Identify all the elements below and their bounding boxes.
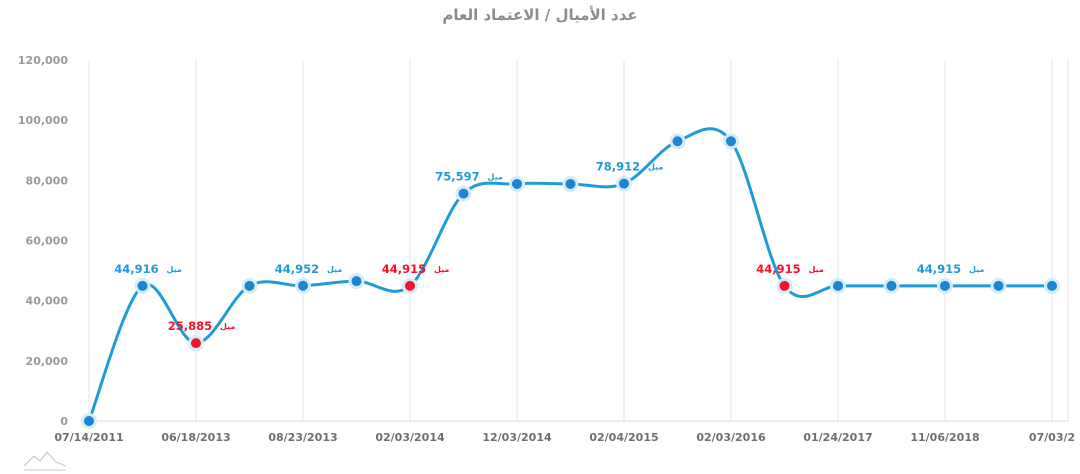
data-point[interactable]: [562, 175, 579, 192]
svg-text:ميل: ميل: [167, 265, 182, 274]
chart-title: عدد الأميال / الاعتماد العام: [442, 6, 638, 24]
data-label: 75,597 ميل: [435, 170, 503, 184]
svg-text:44,915: 44,915: [382, 262, 426, 276]
x-axis: 07/14/2011 06/18/2013 08/23/2013 02/03/2014…: [54, 420, 1075, 444]
data-label: 44,916 ميل: [114, 262, 182, 276]
y-tick-label: 100,000: [18, 114, 68, 127]
data-label: 44,952 ميل: [275, 262, 343, 276]
data-point[interactable]: [937, 277, 953, 294]
svg-text:ميل: ميل: [220, 322, 235, 331]
vertical-gridlines: [88, 60, 1069, 421]
data-label: 44,915 ميل: [756, 262, 824, 276]
y-tick-label: 0: [60, 415, 68, 428]
data-point[interactable]: [830, 277, 846, 294]
x-tick-label: 02/03/2014: [375, 431, 445, 444]
y-tick-label: 120,000: [18, 54, 68, 67]
x-tick-label: 01/24/2017: [803, 431, 872, 444]
svg-text:ميل: ميل: [648, 163, 663, 172]
mountain-watermark-icon: [23, 451, 67, 471]
data-label: 44,915 ميل: [382, 262, 450, 276]
data-label: 25,885 ميل: [168, 319, 236, 333]
data-point[interactable]: [669, 133, 686, 150]
x-tick-label: 02/04/2015: [589, 431, 658, 444]
data-point[interactable]: [348, 273, 365, 290]
svg-text:ميل: ميل: [327, 265, 342, 274]
svg-text:ميل: ميل: [969, 265, 984, 274]
svg-text:44,915: 44,915: [917, 262, 961, 276]
data-label: 78,912 ميل: [596, 160, 664, 174]
data-point[interactable]: [81, 413, 97, 429]
data-point[interactable]: [134, 277, 151, 294]
y-tick-label: 80,000: [26, 174, 69, 187]
data-point[interactable]: [723, 133, 739, 150]
svg-text:44,915: 44,915: [756, 262, 800, 276]
y-tick-label: 40,000: [26, 295, 69, 308]
highlighted-data-point[interactable]: [776, 277, 793, 294]
x-tick-label: 08/23/2013: [268, 431, 337, 444]
data-point[interactable]: [883, 277, 900, 294]
data-point[interactable]: [990, 277, 1007, 294]
x-tick-label: 07/14/2011: [54, 431, 123, 444]
x-tick-label: 06/18/2013: [161, 431, 230, 444]
svg-text:44,952: 44,952: [275, 262, 319, 276]
data-label: 44,915 ميل: [917, 262, 985, 276]
y-tick-label: 20,000: [26, 355, 69, 368]
data-point[interactable]: [616, 175, 632, 192]
highlighted-data-point[interactable]: [188, 335, 204, 352]
x-tick-label: 11/06/2018: [910, 431, 979, 444]
x-tick-label: 07/03/2: [1029, 431, 1075, 444]
svg-text:ميل: ميل: [434, 265, 449, 274]
svg-text:75,597: 75,597: [435, 170, 479, 184]
data-point[interactable]: [455, 185, 472, 202]
y-axis: 0 20,000 40,000 60,000 80,000 100,000 120,000: [18, 54, 68, 428]
data-point[interactable]: [509, 175, 525, 192]
svg-text:ميل: ميل: [488, 173, 503, 182]
data-points: [81, 133, 1060, 429]
svg-text:25,885: 25,885: [168, 319, 212, 333]
highlighted-data-point[interactable]: [402, 277, 418, 294]
series-line: [87, 127, 1052, 422]
x-tick-label: 12/03/2014: [482, 431, 552, 444]
data-point[interactable]: [241, 277, 258, 294]
series-line-path: [87, 127, 1052, 422]
x-tick-label: 02/03/2016: [696, 431, 766, 444]
svg-text:44,916: 44,916: [114, 262, 158, 276]
data-point[interactable]: [1044, 277, 1060, 294]
y-tick-label: 60,000: [26, 235, 69, 248]
svg-text:ميل: ميل: [809, 265, 824, 274]
svg-text:78,912: 78,912: [596, 160, 640, 174]
data-point[interactable]: [295, 277, 311, 294]
